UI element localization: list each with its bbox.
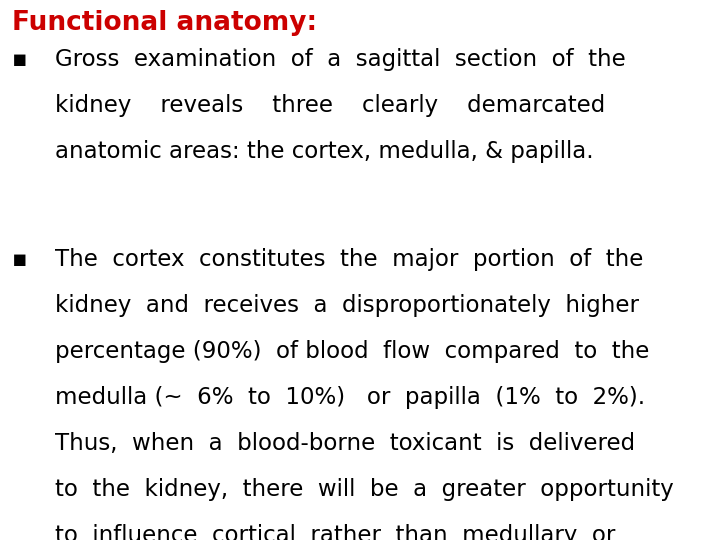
Text: kidney  and  receives  a  disproportionately  higher: kidney and receives a disproportionately… <box>55 294 639 317</box>
Text: The  cortex  constitutes  the  major  portion  of  the: The cortex constitutes the major portion… <box>55 248 644 271</box>
Text: kidney    reveals    three    clearly    demarcated: kidney reveals three clearly demarcated <box>55 94 606 117</box>
Text: Functional anatomy:: Functional anatomy: <box>12 10 317 36</box>
Text: Gross  examination  of  a  sagittal  section  of  the: Gross examination of a sagittal section … <box>55 48 626 71</box>
Text: ▪: ▪ <box>12 48 27 71</box>
Text: ▪: ▪ <box>12 248 27 271</box>
Text: Thus,  when  a  blood-borne  toxicant  is  delivered: Thus, when a blood-borne toxicant is del… <box>55 432 635 455</box>
Text: to  influence  cortical  rather  than  medullary  or: to influence cortical rather than medull… <box>55 524 616 540</box>
Text: anatomic areas: the cortex, medulla, & papilla.: anatomic areas: the cortex, medulla, & p… <box>55 140 593 163</box>
Text: percentage (90%)  of blood  flow  compared  to  the: percentage (90%) of blood flow compared … <box>55 340 649 363</box>
Text: medulla (~  6%  to  10%)   or  papilla  (1%  to  2%).: medulla (~ 6% to 10%) or papilla (1% to … <box>55 386 645 409</box>
Text: to  the  kidney,  there  will  be  a  greater  opportunity: to the kidney, there will be a greater o… <box>55 478 674 501</box>
